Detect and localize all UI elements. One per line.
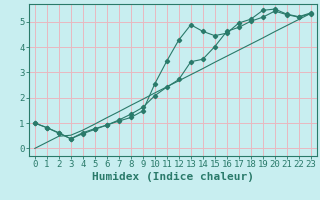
X-axis label: Humidex (Indice chaleur): Humidex (Indice chaleur) xyxy=(92,172,254,182)
